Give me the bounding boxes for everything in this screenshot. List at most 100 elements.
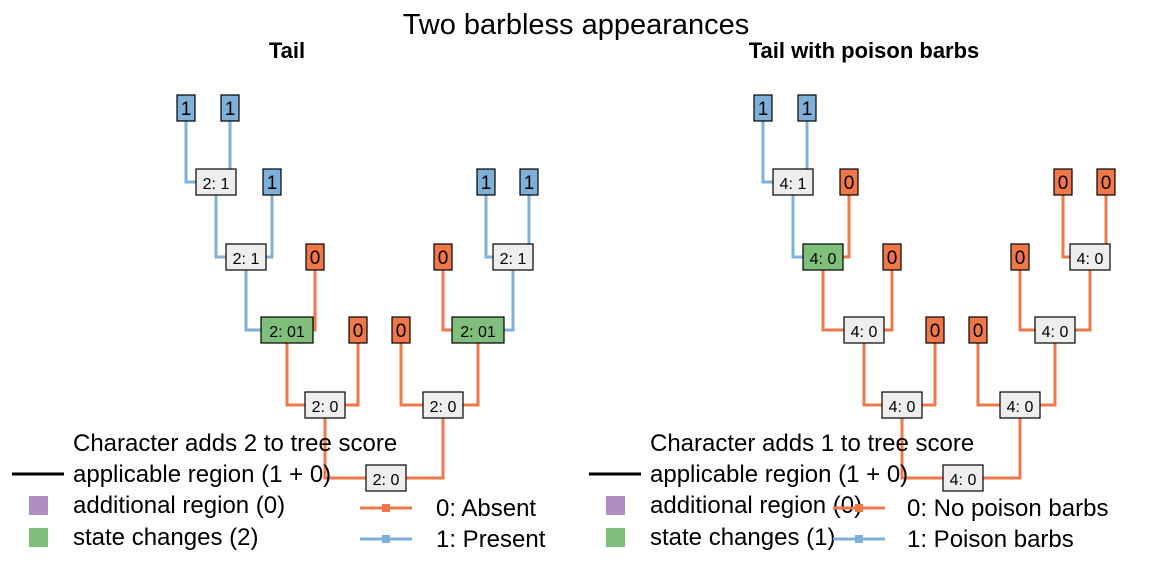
- tip-label: 1: [267, 173, 278, 194]
- root-label-box: [365, 464, 407, 492]
- tree-edges: [184, 108, 531, 480]
- legend-changes-text: state changes (2): [73, 524, 258, 551]
- legend: Character adds 1 to tree score applicabl…: [589, 430, 1108, 553]
- tree-labels: 1 1 0 0 0 0 0 0 0 4: 1 4: 0 4: 0 4: 0 4: 0 4: 0 4: 0 4: …: [753, 94, 1116, 492]
- tip-label-box: [1053, 168, 1073, 196]
- tip-label-box: [797, 94, 817, 122]
- node-label-box: [304, 391, 346, 419]
- node-label-box: [1069, 243, 1111, 271]
- tip-label: 0: [438, 248, 449, 269]
- tip-label: 1: [225, 99, 236, 120]
- root-label: 2: 0: [373, 472, 400, 489]
- legend-score-text: Character adds 1 to tree score: [650, 430, 974, 457]
- tip-label-box: [839, 168, 859, 196]
- legend-state0-marker: [382, 504, 390, 512]
- legend-additional-swatch: [606, 496, 625, 515]
- legend-state0-text: 0: No poison barbs: [907, 495, 1108, 522]
- node-label-box: [195, 168, 237, 196]
- tip-label: 0: [353, 321, 364, 342]
- node-label: 4: 0: [810, 251, 837, 268]
- node-label-box: [492, 243, 534, 271]
- panel-tail-with-poison-barbs: Tail with poison barbs 1 1 0 0 0 0 0 0 0 4: 1 4: 0…: [589, 38, 1116, 553]
- legend-state0-text: 0: Absent: [436, 495, 536, 522]
- figure-title: Two barbless appearances: [403, 9, 750, 41]
- node-label-box: [225, 243, 267, 271]
- tip-label-box: [176, 94, 196, 122]
- tip-label-box: [305, 243, 325, 271]
- node-label: 2: 1: [500, 251, 527, 268]
- legend-changes-swatch: [606, 528, 625, 547]
- tip-label: 0: [1058, 173, 1069, 194]
- legend-additional-text: additional region (0): [650, 492, 862, 519]
- tip-label-box: [1010, 243, 1030, 271]
- tip-label-box: [1096, 168, 1116, 196]
- tip-label: 0: [1015, 248, 1026, 269]
- tip-label-box: [220, 94, 240, 122]
- tip-label: 1: [524, 173, 535, 194]
- node-label: 2: 0: [430, 399, 457, 416]
- tip-label: 1: [758, 99, 769, 120]
- tip-label-box: [519, 168, 539, 196]
- tip-label: 0: [396, 321, 407, 342]
- legend-state1-marker: [855, 535, 863, 543]
- tip-label: 0: [973, 321, 984, 342]
- node-label-box: [260, 316, 314, 344]
- tip-label: 0: [844, 173, 855, 194]
- tip-label: 1: [802, 99, 813, 120]
- node-label: 2: 1: [203, 176, 230, 193]
- tip-label: 0: [310, 248, 321, 269]
- node-label: 4: 0: [1077, 251, 1104, 268]
- node-label-box: [802, 243, 844, 271]
- node-label: 2: 0: [312, 399, 339, 416]
- legend-state0-marker: [855, 504, 863, 512]
- tip-label-box: [476, 168, 496, 196]
- legend-applicable-text: applicable region (1 + 0): [73, 461, 331, 488]
- legend-state1-text: 1: Poison barbs: [907, 526, 1074, 553]
- legend: Character adds 2 to tree score applicabl…: [12, 430, 546, 553]
- node-label-box: [772, 168, 814, 196]
- node-label: 4: 0: [889, 399, 916, 416]
- node-label-box: [451, 316, 505, 344]
- legend-additional-text: additional region (0): [73, 492, 285, 519]
- tree-labels: 1 1 1 0 0 0 1 1 0 2: 1 2: 1 2: 01 2: 0 2: 0 2: 01 2: 1 2…: [176, 94, 539, 492]
- tip-label: 0: [1101, 173, 1112, 194]
- node-label-box: [881, 391, 923, 419]
- tip-label: 0: [887, 248, 898, 269]
- node-label: 2: 01: [460, 324, 496, 341]
- node-label: 4: 0: [851, 324, 878, 341]
- node-label-box: [422, 391, 464, 419]
- tip-label-box: [753, 94, 773, 122]
- node-label-box: [999, 391, 1041, 419]
- tip-label-box: [925, 316, 945, 344]
- tip-label-box: [968, 316, 988, 344]
- panel-title: Tail: [269, 38, 305, 63]
- node-label-box: [1034, 316, 1076, 344]
- tip-label: 1: [481, 173, 492, 194]
- tip-label: 0: [930, 321, 941, 342]
- legend-changes-swatch: [29, 528, 48, 547]
- tree-edges: [761, 108, 1108, 480]
- tip-label-box: [262, 168, 282, 196]
- legend-applicable-text: applicable region (1 + 0): [650, 461, 908, 488]
- legend-state1-text: 1: Present: [436, 526, 546, 553]
- node-label: 4: 0: [1042, 324, 1069, 341]
- tip-label: 1: [181, 99, 192, 120]
- node-label-box: [843, 316, 885, 344]
- root-label: 4: 0: [950, 472, 977, 489]
- root-label-box: [942, 464, 984, 492]
- tip-label-box: [882, 243, 902, 271]
- node-label: 4: 1: [780, 176, 807, 193]
- legend-state1-marker: [382, 535, 390, 543]
- legend-score-text: Character adds 2 to tree score: [73, 430, 397, 457]
- tip-label-box: [391, 316, 411, 344]
- panel-title: Tail with poison barbs: [749, 38, 980, 63]
- legend-additional-swatch: [29, 496, 48, 515]
- node-label: 4: 0: [1007, 399, 1034, 416]
- tip-label-box: [433, 243, 453, 271]
- tip-label-box: [348, 316, 368, 344]
- legend-changes-text: state changes (1): [650, 524, 835, 551]
- node-label: 2: 1: [233, 251, 260, 268]
- node-label: 2: 01: [269, 324, 305, 341]
